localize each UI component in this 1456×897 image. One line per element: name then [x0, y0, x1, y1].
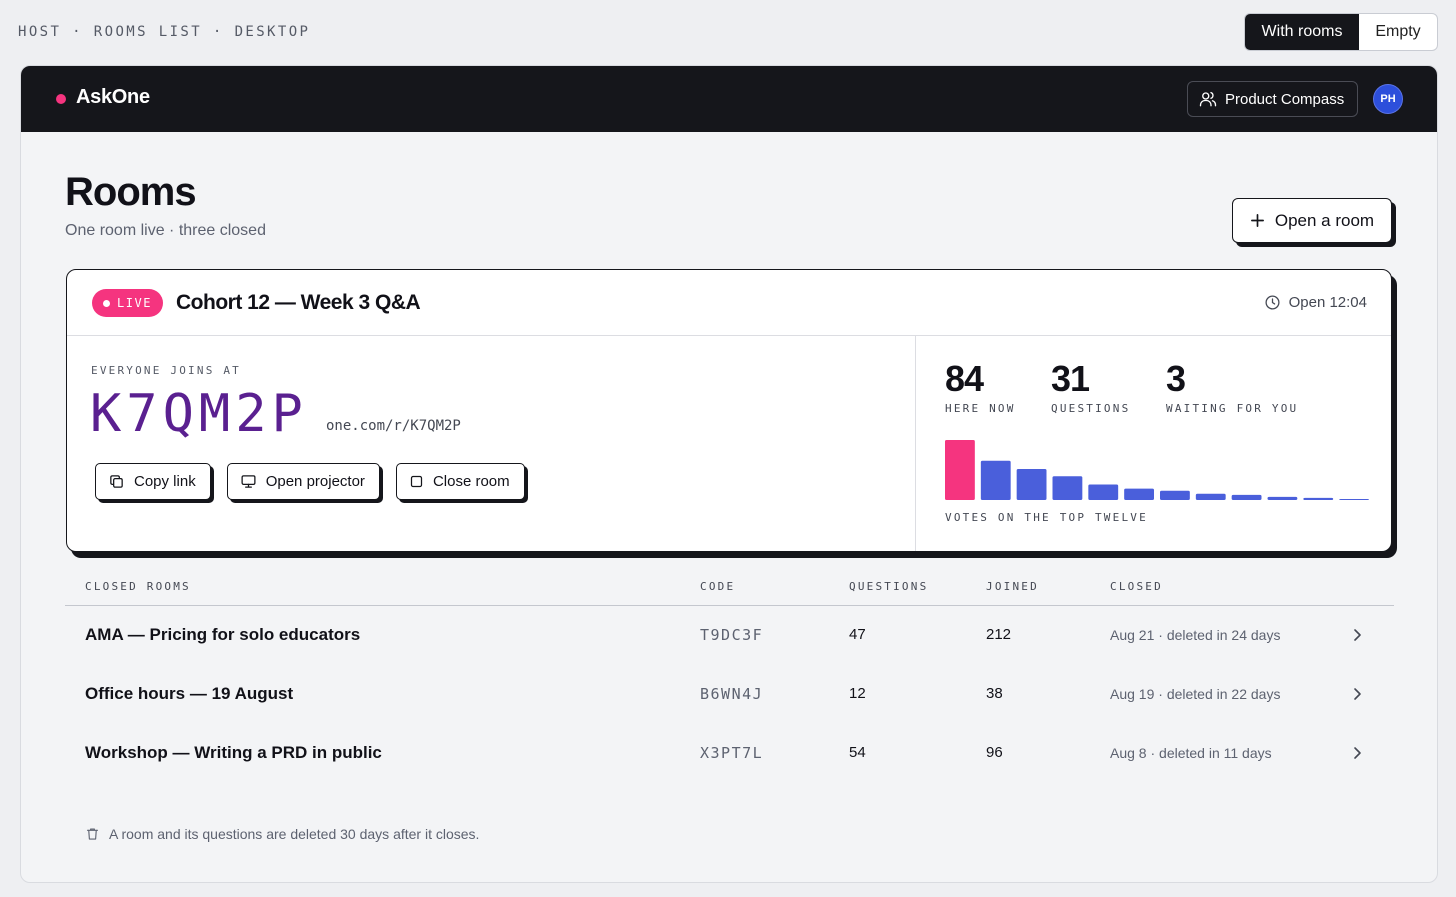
live-room-actions: Copy link Open projector Close room — [95, 463, 525, 500]
copy-icon — [110, 475, 123, 488]
app-header: AskOne Product Compass PH — [21, 66, 1437, 132]
closed-rooms-header: CLOSED ROOMS CODE QUESTIONS JOINED CLOSE… — [65, 573, 1394, 606]
table-row[interactable]: AMA — Pricing for solo educators T9DC3F … — [65, 607, 1394, 666]
join-label: EVERYONE JOINS AT — [91, 364, 241, 377]
live-badge-label: LIVE — [117, 296, 152, 310]
retention-note-text: A room and its questions are deleted 30 … — [109, 826, 480, 842]
copy-link-button[interactable]: Copy link — [95, 463, 211, 500]
room-name: AMA — Pricing for solo educators — [85, 625, 361, 644]
stat-label: QUESTIONS — [1051, 402, 1131, 415]
room-closed: Aug 21 · deleted in 24 days — [1110, 627, 1281, 643]
column-header-questions: QUESTIONS — [849, 580, 929, 593]
vote-bar-8 — [1195, 493, 1226, 500]
stat-label: HERE NOW — [945, 402, 1016, 415]
vote-bar-12 — [1339, 498, 1369, 500]
app-frame: AskOne Product Compass PH Rooms One room… — [20, 65, 1438, 883]
live-room-header: LIVE Cohort 12 — Week 3 Q&A Open 12:04 — [67, 270, 1391, 336]
stat-value: 84 — [945, 358, 984, 399]
column-header-closed: CLOSED — [1110, 580, 1163, 593]
chart-caption: VOTES ON THE TOP TWELVE — [945, 511, 1148, 524]
vote-bar-2 — [980, 460, 1011, 500]
open-projector-button[interactable]: Open projector — [226, 463, 380, 500]
plus-icon — [1250, 214, 1264, 227]
vote-bar-10 — [1267, 496, 1298, 500]
vote-bar-7 — [1160, 490, 1190, 500]
stop-square-icon — [410, 475, 423, 488]
live-room-title: Cohort 12 — Week 3 Q&A — [176, 291, 421, 314]
room-joined: 38 — [986, 685, 1003, 702]
brand-logo[interactable]: AskOne — [76, 86, 150, 108]
stat-value: 3 — [1166, 358, 1186, 399]
brand-dot-icon — [56, 94, 66, 104]
room-code: T9DC3F — [700, 626, 764, 644]
user-avatar[interactable]: PH — [1373, 84, 1403, 114]
page-subtitle: One room live · three closed — [65, 222, 266, 239]
room-questions: 54 — [849, 744, 866, 761]
room-name: Office hours — 19 August — [85, 684, 294, 703]
open-time: Open 12:04 — [1264, 294, 1367, 311]
clock-icon — [1265, 295, 1280, 310]
org-switcher-button[interactable]: Product Compass — [1187, 81, 1358, 117]
trash-icon — [86, 828, 99, 840]
room-joined: 212 — [986, 626, 1012, 643]
copy-link-label: Copy link — [134, 473, 196, 490]
close-room-button[interactable]: Close room — [395, 463, 525, 500]
column-header-joined: JOINED — [986, 580, 1039, 593]
open-time-label: Open 12:04 — [1288, 294, 1367, 311]
room-stats-panel: 84 HERE NOW 31 QUESTIONS 3 WAITING FOR Y… — [917, 336, 1391, 551]
stat-questions: 31 QUESTIONS — [1051, 358, 1130, 415]
retention-note: A room and its questions are deleted 30 … — [85, 826, 479, 842]
join-code: K7QM2P — [90, 384, 308, 444]
table-row[interactable]: Office hours — 19 August B6WN4J 12 38 Au… — [65, 666, 1394, 725]
table-row[interactable]: Workshop — Writing a PRD in public X3PT7… — [65, 725, 1394, 784]
close-room-label: Close room — [432, 473, 510, 490]
vote-bar-5 — [1088, 484, 1119, 500]
chevron-right-icon — [1354, 688, 1361, 700]
toggle-with-rooms[interactable]: With rooms — [1245, 14, 1359, 50]
stat-value: 31 — [1051, 358, 1090, 399]
vote-bar-9 — [1231, 494, 1262, 500]
open-room-label: Open a room — [1274, 210, 1375, 230]
room-name: Workshop — Writing a PRD in public — [85, 743, 382, 762]
open-projector-label: Open projector — [265, 473, 365, 490]
room-code: B6WN4J — [700, 685, 764, 703]
live-dot-icon — [103, 299, 111, 307]
vote-bar-4 — [1052, 476, 1083, 500]
toggle-empty[interactable]: Empty — [1375, 23, 1421, 40]
users-icon — [1199, 91, 1217, 107]
room-closed: Aug 19 · deleted in 22 days — [1110, 686, 1281, 702]
stat-here-now: 84 HERE NOW — [945, 358, 1016, 415]
stat-waiting: 3 WAITING FOR YOU — [1166, 358, 1298, 415]
vote-bar-11 — [1303, 497, 1334, 500]
room-code: X3PT7L — [700, 744, 764, 762]
column-header-name: CLOSED ROOMS — [85, 580, 191, 593]
column-header-code: CODE — [700, 580, 736, 593]
vote-bar-3 — [1016, 468, 1047, 500]
live-room-card: LIVE Cohort 12 — Week 3 Q&A Open 12:04 E… — [66, 269, 1392, 552]
live-badge: LIVE — [92, 289, 163, 317]
monitor-icon — [241, 475, 256, 488]
join-url[interactable]: one.com/r/K7QM2P — [326, 418, 461, 434]
stat-label: WAITING FOR YOU — [1166, 402, 1299, 415]
room-joined: 96 — [986, 744, 1003, 761]
vote-bar-1 — [945, 440, 975, 500]
org-name: Product Compass — [1225, 90, 1345, 108]
room-questions: 47 — [849, 626, 866, 643]
page-title: Rooms — [65, 170, 197, 214]
votes-bar-chart — [945, 440, 1369, 500]
chevron-right-icon — [1354, 629, 1361, 641]
chevron-right-icon — [1354, 747, 1361, 759]
open-room-button[interactable]: Open a room — [1232, 198, 1392, 243]
vote-bar-6 — [1124, 488, 1154, 500]
view-toggle: With rooms Empty — [1244, 13, 1438, 51]
room-closed: Aug 8 · deleted in 11 days — [1110, 745, 1272, 761]
context-label: HOST · ROOMS LIST · DESKTOP — [18, 24, 311, 40]
room-questions: 12 — [849, 685, 866, 702]
join-panel: EVERYONE JOINS AT K7QM2P one.com/r/K7QM2… — [67, 336, 916, 551]
